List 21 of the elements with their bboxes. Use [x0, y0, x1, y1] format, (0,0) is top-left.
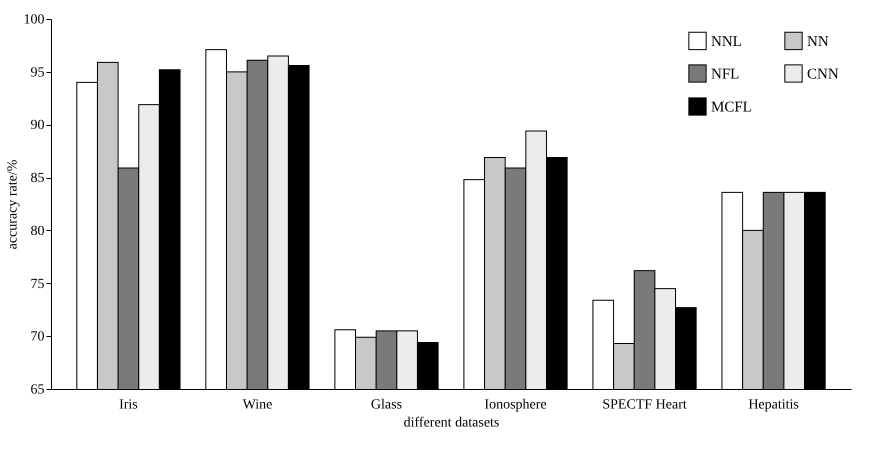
x-tick-label: Iris [119, 398, 138, 412]
x-tick-label: Ionosphere [484, 398, 547, 412]
y-axis-title: accuracy rate/% [6, 159, 20, 250]
legend-label: NFL [711, 66, 740, 82]
y-tick-label: 95 [30, 65, 44, 80]
x-tick-label: SPECTF Heart [602, 398, 687, 412]
legend-label: CNN [807, 66, 839, 82]
x-tick-label: Glass [370, 398, 402, 412]
y-tick-label: 70 [30, 330, 44, 345]
y-tick-label: 80 [30, 224, 44, 239]
x-tick-label: Hepatitis [748, 398, 799, 412]
y-tick-label: 90 [30, 118, 44, 134]
x-axis-title: different datasets [404, 416, 500, 430]
y-tick-label: 100 [24, 12, 44, 28]
legend-label: MCFL [711, 100, 752, 116]
y-tick-label: 65 [30, 382, 44, 398]
y-tick-label: 85 [30, 171, 44, 186]
x-tick-label: Wine [242, 398, 272, 412]
legend-label: NNL [711, 34, 742, 50]
legend-label: NN [807, 34, 829, 50]
y-tick-label: 75 [30, 276, 44, 292]
